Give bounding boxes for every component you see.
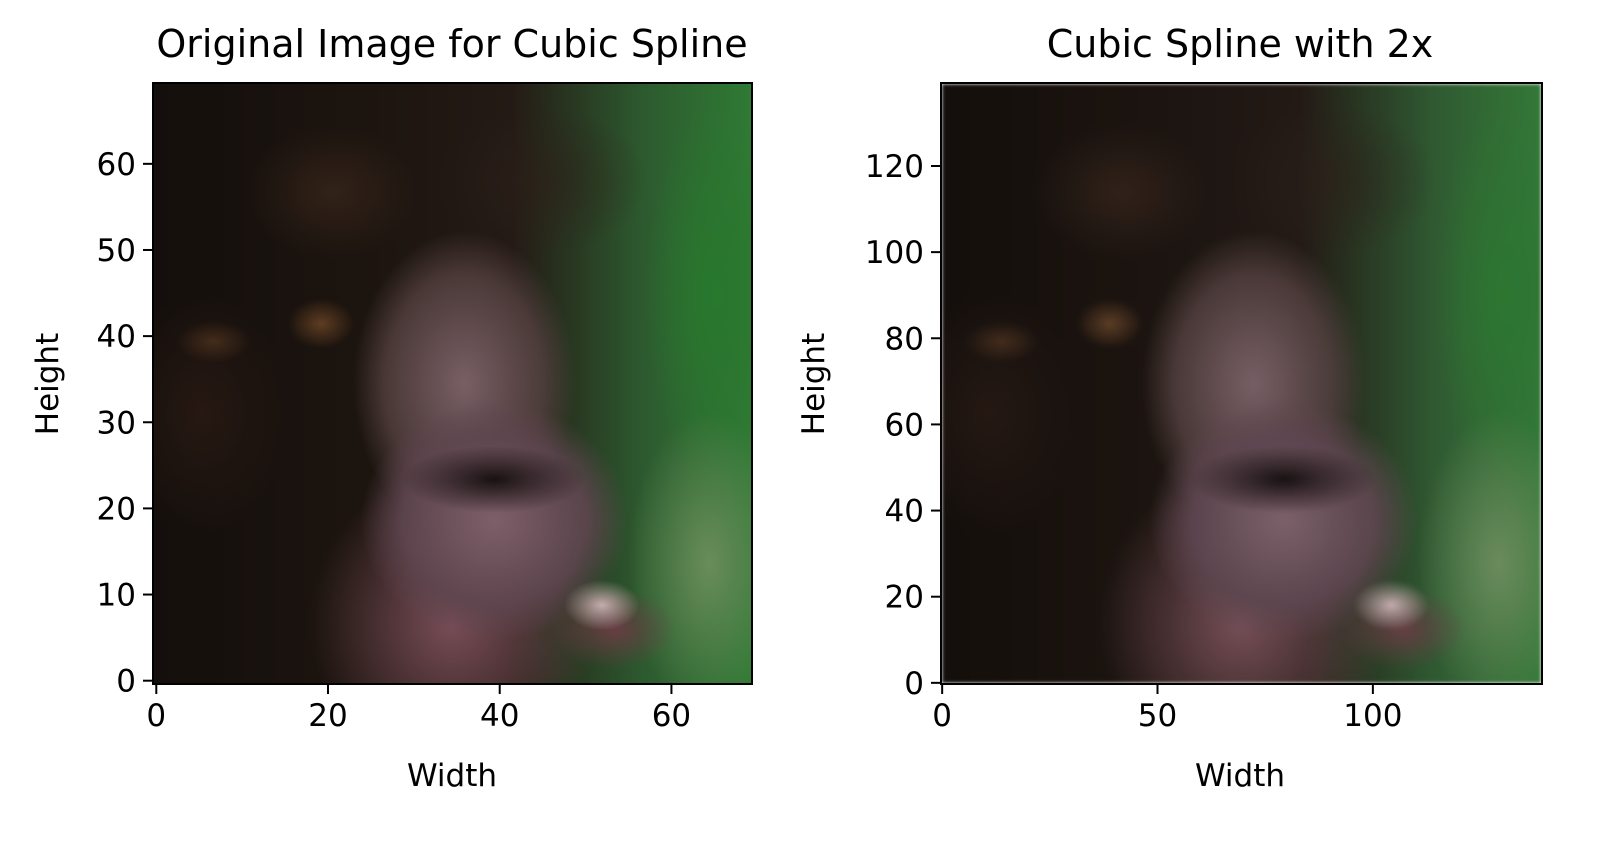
y-tick-label: 60 bbox=[97, 147, 136, 183]
y-tick-label: 10 bbox=[97, 578, 136, 614]
y-tick-label: 120 bbox=[865, 149, 924, 185]
y-tick-label: 40 bbox=[885, 494, 924, 530]
chart-title: Original Image for Cubic Spline bbox=[156, 22, 748, 66]
x-tick-label: 0 bbox=[146, 698, 166, 734]
y-tick-label: 20 bbox=[97, 491, 136, 527]
y-tick-label: 60 bbox=[885, 407, 924, 443]
x-tick-label: 50 bbox=[1138, 698, 1177, 734]
y-tick-label: 30 bbox=[97, 405, 136, 441]
x-tick-label: 60 bbox=[652, 698, 691, 734]
y-axis-label: Height bbox=[30, 332, 66, 436]
chart-title: Cubic Spline with 2x bbox=[1046, 22, 1434, 66]
x-tick-label: 0 bbox=[932, 698, 952, 734]
portrait-image-upscaled bbox=[942, 84, 1541, 683]
y-tick-label: 50 bbox=[97, 233, 136, 269]
y-tick-label: 0 bbox=[116, 664, 136, 700]
y-tick-label: 20 bbox=[885, 580, 924, 616]
y-tick-label: 0 bbox=[904, 666, 924, 702]
x-tick-label: 20 bbox=[308, 698, 347, 734]
y-tick-label: 100 bbox=[865, 235, 924, 271]
x-tick-label: 40 bbox=[480, 698, 519, 734]
y-tick-label: 80 bbox=[885, 321, 924, 357]
portrait-image bbox=[154, 84, 751, 683]
image-plot-area-original bbox=[152, 82, 753, 685]
x-axis-label: Width bbox=[1194, 758, 1286, 794]
image-plot-area-cubic-spline bbox=[940, 82, 1543, 685]
y-axis-label: Height bbox=[796, 332, 832, 436]
x-tick-label: 100 bbox=[1343, 698, 1402, 734]
y-tick-label: 40 bbox=[97, 319, 136, 355]
x-axis-label: Width bbox=[406, 758, 498, 794]
